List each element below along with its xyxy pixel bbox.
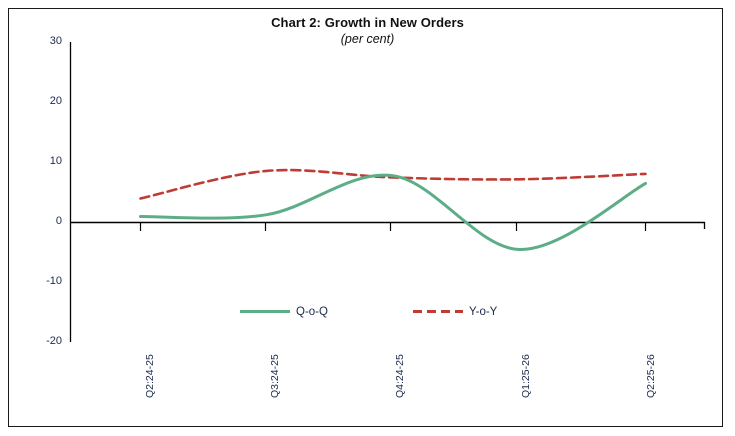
y-tick-label-10: 10: [49, 155, 62, 167]
series-line-yoy: [139, 168, 647, 200]
legend-label-qoq: Q-o-Q: [296, 306, 328, 318]
y-tick-label-30: 30: [49, 35, 62, 47]
chart-title: Chart 2: Growth in New Orders: [271, 15, 464, 30]
legend-label-yoy: Y-o-Y: [469, 306, 498, 318]
title-block: Chart 2: Growth in New Orders (per cent): [0, 14, 735, 48]
y-tick-label-20: 20: [49, 95, 62, 107]
y-tick-label-0: 0: [55, 215, 62, 227]
x-axis-ticks: [139, 222, 647, 231]
y-tick-label-neg10: -10: [46, 275, 62, 287]
series-line-qoq: [139, 173, 647, 252]
chart-subtitle: (per cent): [340, 32, 395, 46]
y-tick-label-neg20: -20: [46, 335, 62, 347]
